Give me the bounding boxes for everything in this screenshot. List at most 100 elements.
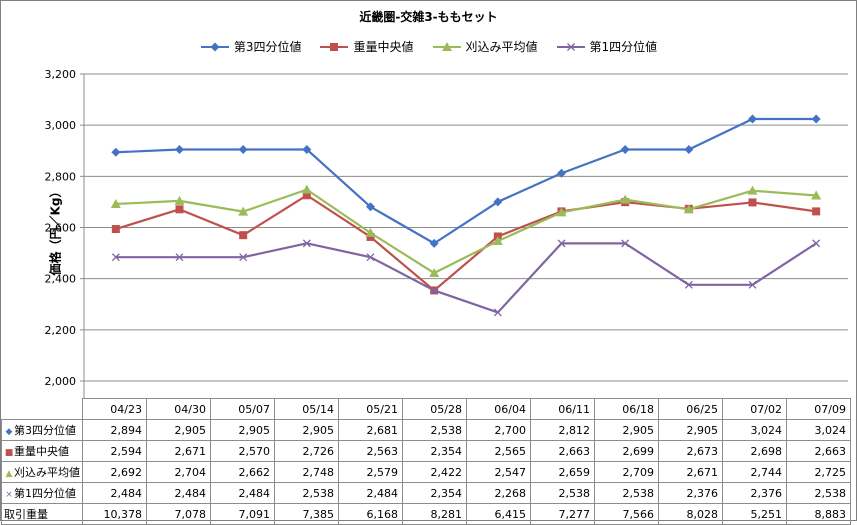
y-tick-label: 2,600	[45, 222, 77, 235]
row-header: ×第1四分位値	[1, 482, 83, 504]
data-label: 2,726	[274, 440, 339, 462]
data-label: 2,744	[722, 461, 787, 483]
data-label: 2,538	[274, 482, 339, 504]
data-label: 2,484	[338, 482, 403, 504]
data-label: 2,376	[658, 482, 723, 504]
data-label: 2,673	[658, 440, 723, 462]
data-label: 2,692	[82, 461, 147, 483]
data-point	[812, 239, 821, 248]
legend-label: 刈込み平均値	[465, 40, 538, 54]
x-tick-label: 07/02	[722, 398, 787, 420]
data-label: 2,699	[594, 440, 659, 462]
data-label: 2,663	[530, 440, 595, 462]
x-tick-label: 07/09	[786, 398, 851, 420]
data-label: 2,538	[402, 419, 467, 441]
data-label: 7,078	[146, 503, 211, 525]
legend-item: 第1四分位値	[556, 38, 658, 55]
data-point	[366, 202, 375, 212]
x-tick-label: 05/28	[402, 398, 467, 420]
data-point	[811, 114, 821, 124]
data-label: 2,538	[786, 482, 851, 504]
data-label: 6,168	[338, 503, 403, 525]
data-label: 5,251	[722, 503, 787, 525]
data-label: 2,671	[146, 440, 211, 462]
legend-swatch	[556, 42, 585, 51]
data-label: 2,538	[530, 482, 595, 504]
data-point	[110, 198, 121, 208]
x-tick-label: 05/21	[338, 398, 403, 420]
series-line	[115, 194, 817, 292]
data-point	[366, 253, 375, 262]
data-point	[492, 236, 503, 246]
row-header: ■重量中央値	[1, 440, 83, 462]
series-line	[115, 188, 817, 275]
data-label: 2,671	[658, 461, 723, 483]
legend: 第3四分位値 重量中央値 刈込み平均値 第1四分位値	[0, 38, 857, 55]
data-point	[111, 225, 120, 234]
data-label: 2,594	[82, 440, 147, 462]
data-point	[302, 144, 312, 154]
chart-title: 近畿圏-交雑3-ももセット	[359, 10, 498, 24]
row-label: 第1四分位値	[14, 487, 76, 500]
data-label: 2,700	[466, 419, 531, 441]
data-point	[684, 280, 693, 289]
data-point	[238, 206, 249, 216]
table-row: 取引重量 10,378 7,078 7,091 7,385 6,168 8,281 6,415…	[1, 503, 851, 525]
data-point	[365, 227, 376, 237]
data-point	[557, 168, 566, 178]
data-label: 2,905	[146, 419, 211, 441]
data-label: 2,905	[210, 419, 275, 441]
data-label: 10,378	[82, 503, 147, 525]
data-label: 2,484	[210, 482, 275, 504]
data-point	[493, 197, 503, 207]
y-tick-label: 2,200	[45, 324, 77, 337]
data-label: 8,883	[786, 503, 851, 525]
data-label: 2,663	[786, 440, 851, 462]
data-label: 7,091	[210, 503, 275, 525]
y-tick-label: 2,400	[45, 273, 77, 286]
data-point	[493, 308, 502, 317]
data-point	[111, 147, 121, 157]
data-label: 2,354	[402, 440, 467, 462]
data-label: 2,905	[658, 419, 723, 441]
y-tick-label: 3,200	[45, 68, 77, 81]
row-label: 重量中央値	[14, 445, 69, 458]
data-point	[175, 253, 184, 262]
row-marker-icon: ■	[4, 448, 14, 458]
data-point	[302, 239, 311, 248]
data-point	[811, 190, 822, 200]
legend-label: 第1四分位値	[589, 40, 658, 54]
data-label: 2,662	[210, 461, 275, 483]
data-label: 2,268	[466, 482, 531, 504]
data-point	[748, 114, 757, 124]
data-point	[175, 144, 184, 154]
data-point	[429, 268, 440, 278]
row-label: 刈込み平均値	[14, 466, 80, 479]
row-label: 第3四分位値	[14, 424, 76, 437]
row-header: ◆ 第3四分位値	[1, 419, 83, 441]
x-tick-label: 04/23	[82, 398, 147, 420]
series-line	[115, 242, 817, 314]
row-header: 取引重量	[1, 503, 83, 525]
data-label: 2,748	[274, 461, 339, 483]
data-label: 2,681	[338, 419, 403, 441]
x-tick-label: 06/04	[466, 398, 531, 420]
legend-item: 重量中央値	[319, 38, 414, 55]
legend-swatch	[200, 42, 229, 51]
legend-label: 重量中央値	[353, 40, 414, 54]
data-point	[111, 253, 120, 262]
data-point	[429, 238, 439, 248]
data-point	[238, 144, 248, 154]
data-label: 2,704	[146, 461, 211, 483]
data-point	[620, 194, 631, 204]
data-label: 3,024	[722, 419, 787, 441]
data-label: 2,484	[146, 482, 211, 504]
data-label: 2,709	[594, 461, 659, 483]
x-tick-label: 06/18	[594, 398, 659, 420]
table-row: ×第1四分位値 2,484 2,484 2,484 2,538 2,484 2,354 2,2…	[1, 482, 851, 504]
table-row: ◆ 第3四分位値 2,894 2,905 2,905 2,905 2,681 2,538 2,7…	[1, 419, 851, 441]
data-point	[366, 232, 375, 241]
legend-label: 第3四分位値	[233, 40, 302, 54]
data-point	[301, 184, 312, 194]
data-point	[748, 198, 757, 207]
